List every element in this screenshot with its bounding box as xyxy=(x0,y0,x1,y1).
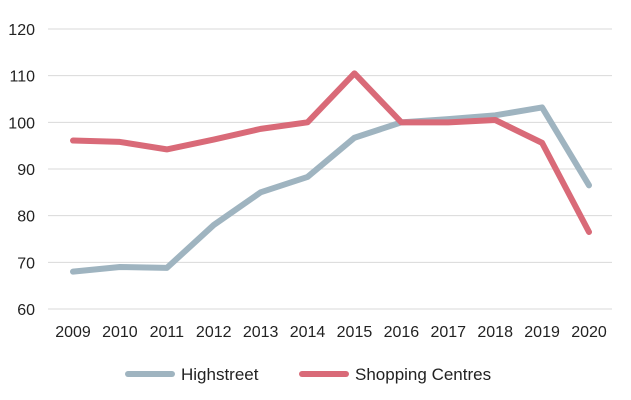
series-line-1 xyxy=(70,70,592,235)
data-point xyxy=(541,106,543,108)
data-point xyxy=(166,267,168,269)
x-tick-label: 2012 xyxy=(196,324,232,341)
y-tick-label: 120 xyxy=(8,22,35,39)
data-point xyxy=(213,224,215,226)
data-point xyxy=(72,140,74,142)
data-point xyxy=(588,184,590,186)
series-lines xyxy=(70,70,592,275)
data-point xyxy=(260,128,262,130)
data-point xyxy=(260,191,262,193)
series-line-0 xyxy=(70,104,592,275)
y-tick-label: 90 xyxy=(17,162,35,179)
data-point xyxy=(353,137,355,139)
x-tick-label: 2010 xyxy=(102,324,138,341)
data-point xyxy=(213,139,215,141)
data-point xyxy=(494,119,496,121)
x-tick-label: 2016 xyxy=(384,324,420,341)
x-tick-label: 2014 xyxy=(290,324,326,341)
data-point xyxy=(494,114,496,116)
x-axis-tick-labels: 2009 2010 2011 2012 2013 2014 2015 2016 2017 2018… xyxy=(55,324,607,341)
data-point xyxy=(307,121,309,123)
data-point xyxy=(307,176,309,178)
x-tick-label: 2019 xyxy=(524,324,560,341)
x-tick-label: 2011 xyxy=(150,324,185,341)
data-point xyxy=(119,266,121,268)
y-tick-label: 70 xyxy=(17,255,35,272)
data-point xyxy=(400,121,402,123)
gridlines xyxy=(48,28,612,310)
y-tick-label: 110 xyxy=(9,69,35,86)
data-point xyxy=(166,148,168,150)
y-tick-label: 80 xyxy=(17,209,35,226)
y-tick-label: 60 xyxy=(17,302,35,319)
data-point xyxy=(447,118,449,120)
data-point xyxy=(541,142,543,144)
x-tick-label: 2018 xyxy=(477,324,513,341)
y-axis-tick-labels: 60 70 80 90 100 110 120 xyxy=(8,22,35,319)
legend: Highstreet Shopping Centres xyxy=(125,365,491,384)
legend-label-0: Highstreet xyxy=(181,365,259,384)
x-tick-label: 2009 xyxy=(55,324,91,341)
data-point xyxy=(119,141,121,143)
x-tick-label: 2017 xyxy=(430,324,466,341)
data-point xyxy=(588,231,590,233)
x-tick-label: 2020 xyxy=(571,324,607,341)
data-point xyxy=(447,121,449,123)
data-point xyxy=(72,271,74,273)
x-tick-label: 2013 xyxy=(243,324,279,341)
data-point xyxy=(353,72,355,74)
legend-label-1: Shopping Centres xyxy=(355,365,491,384)
y-tick-label: 100 xyxy=(8,115,35,132)
x-tick-label: 2015 xyxy=(337,324,373,341)
